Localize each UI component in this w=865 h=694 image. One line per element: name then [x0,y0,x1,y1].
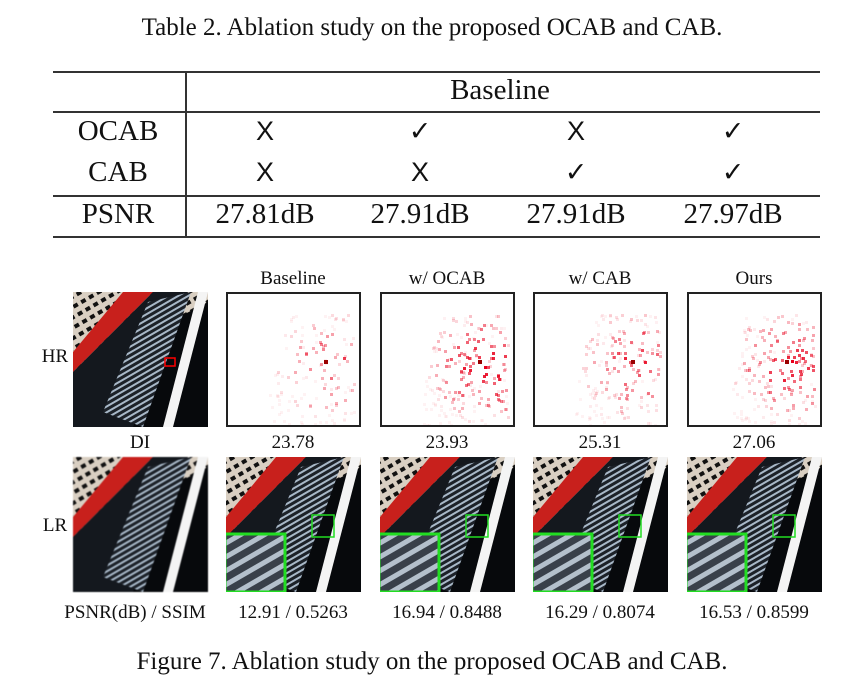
cell-mark: ✓ [721,157,745,187]
zoom-region-box [465,514,489,538]
column-title: Baseline [260,268,326,289]
row-label-hr: HR [41,346,69,367]
cell-mark: X [410,157,430,187]
cell-mark: X [255,116,275,146]
psnr-ssim-value: 16.29 / 0.8074 [545,602,655,623]
attribution-heatmap [687,292,822,427]
metric-label: PSNR(dB) / SSIM [64,602,206,623]
column-title: Ours [735,268,773,289]
sr-result-image [226,457,361,592]
sr-result-image [687,457,822,592]
cell-mark: X [255,157,275,187]
row-label-lr: LR [42,515,68,536]
hr-marker-box [164,357,176,367]
psnr-ssim-value: 12.91 / 0.5263 [238,602,348,623]
row-label-psnr: PSNR [81,198,155,230]
psnr-ssim-value: 16.53 / 0.8599 [699,602,809,623]
di-value: 23.93 [425,432,469,453]
zoom-region-box [772,514,796,538]
sr-result-image [533,457,668,592]
table-column-divider [185,72,187,238]
attribution-heatmap [533,292,668,427]
di-label: DI [129,432,151,453]
lr-image [73,457,208,592]
zoom-inset [380,532,441,592]
attribution-heatmap [380,292,515,427]
zoom-region-box [618,514,642,538]
zoom-region-box [311,514,335,538]
zoom-inset [687,532,748,592]
cell-mark: X [566,116,586,146]
cell-mark: ✓ [721,116,745,146]
table-mid-rule [53,195,820,197]
sr-result-image [380,457,515,592]
di-value: 27.06 [732,432,776,453]
column-title: w/ OCAB [408,268,486,289]
psnr-value: 27.91dB [526,198,626,230]
figure-caption: Figure 7. Ablation study on the proposed… [136,648,728,675]
zoom-inset [533,532,594,592]
psnr-ssim-value: 16.94 / 0.8488 [392,602,502,623]
di-value: 25.31 [578,432,622,453]
column-title: w/ CAB [568,268,632,289]
table-header-baseline: Baseline [450,74,550,106]
row-label-ocab: OCAB [77,115,159,147]
cell-mark: ✓ [564,157,588,187]
psnr-value: 27.97dB [683,198,783,230]
cell-mark: ✓ [408,116,432,146]
di-value: 23.78 [271,432,315,453]
table-header-rule [53,111,820,113]
attribution-heatmap [226,292,361,427]
table-bottom-rule [53,236,820,238]
zoom-inset [226,532,287,592]
table-top-rule [53,71,820,73]
table-caption: Table 2. Ablation study on the proposed … [141,14,723,41]
psnr-value: 27.81dB [215,198,315,230]
psnr-value: 27.91dB [370,198,470,230]
row-label-cab: CAB [88,156,148,188]
hr-image [73,292,208,427]
